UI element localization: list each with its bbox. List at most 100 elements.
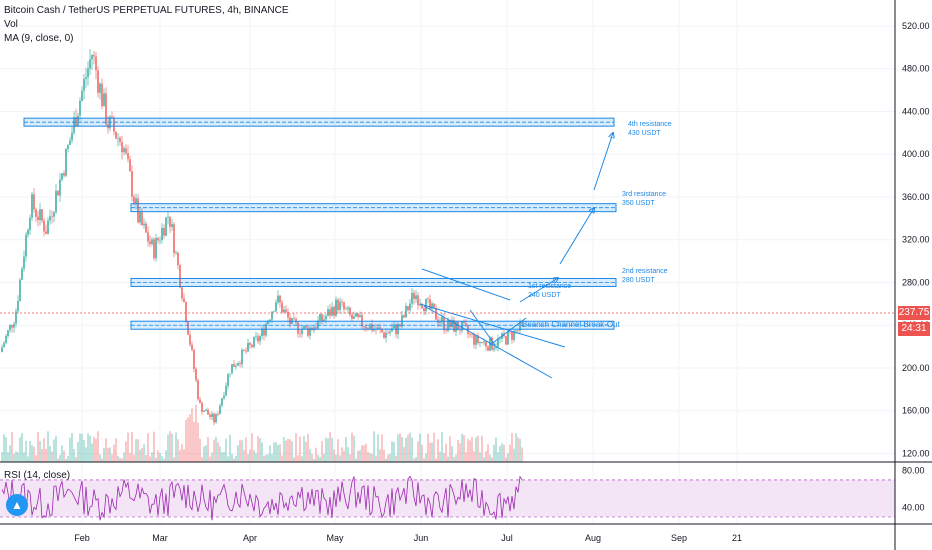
candle-body bbox=[165, 217, 167, 236]
volume-bar bbox=[91, 443, 93, 462]
candle-body bbox=[303, 325, 305, 330]
volume-bar bbox=[507, 453, 509, 462]
candle-body bbox=[233, 364, 235, 367]
candle-body bbox=[71, 132, 73, 141]
candle-body bbox=[237, 363, 239, 366]
candle-body bbox=[17, 300, 19, 312]
candle-body bbox=[435, 307, 437, 320]
volume-bar bbox=[447, 456, 449, 462]
tradingview-logo-icon[interactable]: ▲ bbox=[6, 494, 28, 516]
candle-body bbox=[353, 316, 355, 319]
candle-body bbox=[93, 55, 95, 57]
candle-body bbox=[105, 93, 107, 125]
annotation-4th: 4th resistance 430 USDT bbox=[628, 121, 672, 137]
candle-body bbox=[323, 319, 325, 322]
candle-body bbox=[133, 196, 135, 204]
volume-bar bbox=[381, 434, 383, 462]
volume-bar bbox=[389, 453, 391, 462]
candle-body bbox=[229, 373, 231, 375]
volume-bar bbox=[189, 414, 191, 462]
candle-body bbox=[15, 311, 17, 324]
volume-bar bbox=[111, 454, 113, 462]
candle-body bbox=[477, 335, 479, 344]
volume-bar bbox=[379, 449, 381, 462]
volume-bar bbox=[261, 442, 263, 462]
volume-bar bbox=[433, 432, 435, 462]
y-tick-label: 440.00 bbox=[902, 106, 930, 116]
candle-body bbox=[483, 341, 485, 343]
volume-bar bbox=[279, 444, 281, 462]
candle-body bbox=[517, 330, 519, 332]
volume-bar bbox=[495, 437, 497, 462]
candle-body bbox=[439, 322, 441, 323]
candle-body bbox=[241, 349, 243, 365]
volume-bar bbox=[455, 454, 457, 462]
candle-body bbox=[33, 194, 35, 210]
volume-bar bbox=[1, 452, 3, 462]
candle-body bbox=[427, 298, 429, 300]
volume-bar bbox=[323, 453, 325, 462]
volume-bar bbox=[319, 457, 321, 462]
candle-body bbox=[421, 304, 423, 309]
volume-bar bbox=[221, 452, 223, 462]
volume-bar bbox=[51, 451, 53, 462]
candle-body bbox=[171, 224, 173, 227]
volume-bar bbox=[73, 448, 75, 462]
candle-body bbox=[329, 309, 331, 316]
candle-body bbox=[429, 299, 431, 309]
candle-body bbox=[281, 302, 283, 313]
volume-bar bbox=[29, 440, 31, 462]
volume-bar bbox=[89, 435, 91, 462]
candle-body bbox=[217, 414, 219, 415]
volume-bar bbox=[347, 447, 349, 462]
candle-body bbox=[521, 321, 523, 324]
volume-bar bbox=[247, 454, 249, 462]
volume-bar bbox=[425, 453, 427, 462]
volume-bar bbox=[41, 448, 43, 462]
candle-body bbox=[285, 309, 287, 312]
candle-body bbox=[169, 216, 171, 227]
volume-bar bbox=[273, 442, 275, 462]
volume-bar bbox=[55, 435, 57, 462]
candle-body bbox=[129, 159, 131, 172]
candle-body bbox=[305, 325, 307, 328]
volume-bar bbox=[483, 457, 485, 462]
candle-body bbox=[143, 223, 145, 226]
volume-bar bbox=[123, 452, 125, 462]
x-tick-label: Jul bbox=[501, 533, 513, 543]
volume-bar bbox=[293, 457, 295, 462]
volume-bar bbox=[283, 436, 285, 462]
candle-body bbox=[111, 116, 113, 118]
candle-body bbox=[339, 301, 341, 311]
candle-body bbox=[219, 405, 221, 415]
volume-bar bbox=[351, 432, 353, 462]
volume-bar bbox=[113, 444, 115, 462]
candle-body bbox=[95, 56, 97, 71]
volume-bar bbox=[171, 433, 173, 462]
volume-bar bbox=[287, 438, 289, 462]
volume-bar bbox=[367, 451, 369, 462]
candle-body bbox=[321, 314, 323, 322]
chart-legend: Bitcoin Cash / TetherUS PERPETUAL FUTURE… bbox=[4, 4, 289, 46]
volume-bar bbox=[509, 444, 511, 462]
volume-bar bbox=[251, 433, 253, 462]
volume-bar bbox=[291, 441, 293, 462]
candle-body bbox=[51, 216, 53, 217]
volume-bar bbox=[187, 417, 189, 462]
volume-bar bbox=[289, 439, 291, 462]
candle-body bbox=[381, 328, 383, 333]
candle-body bbox=[469, 333, 471, 335]
volume-bar bbox=[185, 419, 187, 462]
candle-body bbox=[257, 336, 259, 342]
candle-body bbox=[167, 216, 169, 218]
candle-body bbox=[115, 131, 117, 139]
volume-bar bbox=[431, 442, 433, 462]
volume-bar bbox=[275, 442, 277, 462]
volume-bar bbox=[321, 441, 323, 462]
candle-body bbox=[271, 311, 273, 320]
volume-bar bbox=[27, 456, 29, 462]
candle-body bbox=[191, 344, 193, 350]
candle-body bbox=[81, 90, 83, 101]
volume-bar bbox=[327, 438, 329, 462]
